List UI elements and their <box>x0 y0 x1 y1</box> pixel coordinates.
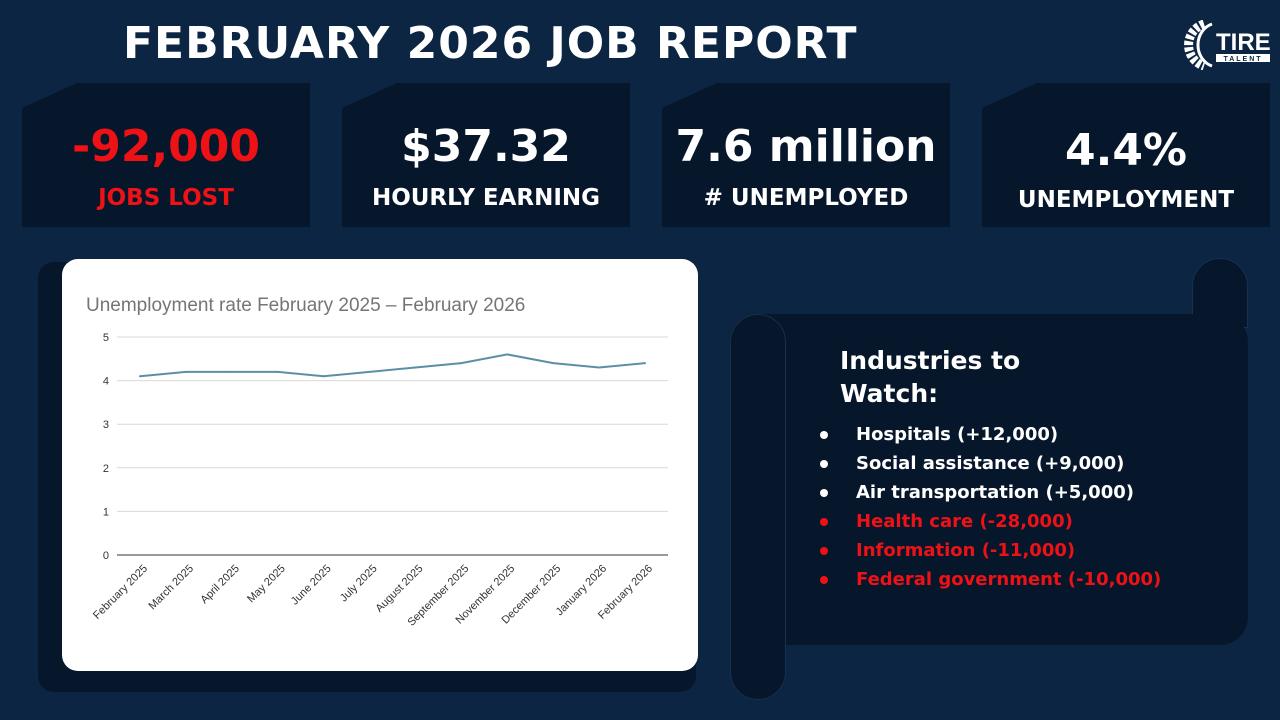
industry-item: Hospitals (+12,000) <box>818 420 1161 449</box>
y-tick-label: 2 <box>103 463 109 475</box>
data-point <box>460 362 463 365</box>
data-point <box>184 370 187 373</box>
page-title: FEBRUARY 2026 JOB REPORT <box>123 18 858 69</box>
chart-panel: Unemployment rate February 2025 – Februa… <box>62 259 698 671</box>
svg-text:TIRE: TIRE <box>1216 29 1271 56</box>
scroll-left-roll <box>730 314 786 700</box>
data-point <box>414 366 417 369</box>
data-point <box>322 375 325 378</box>
bullet-icon <box>820 518 828 526</box>
industry-item: Information (-11,000) <box>818 536 1161 565</box>
x-tick-label: April 2025 <box>198 563 242 607</box>
y-tick-label: 1 <box>103 506 109 518</box>
industry-item: Health care (-28,000) <box>818 507 1161 536</box>
data-point <box>644 362 646 365</box>
stat-value: 4.4% <box>1064 125 1188 176</box>
bullet-icon <box>820 547 828 555</box>
data-point <box>598 366 601 369</box>
bullet-icon <box>820 576 828 584</box>
stat-card-earnings: $37.32 HOURLY EARNING <box>342 83 630 227</box>
y-tick-label: 5 <box>103 332 109 344</box>
y-tick-label: 0 <box>103 550 109 562</box>
series-line <box>139 353 646 378</box>
industry-text: Air transportation (+5,000) <box>856 482 1134 503</box>
bullet-icon <box>820 460 828 468</box>
industry-text: Information (-11,000) <box>856 540 1076 561</box>
data-point <box>552 362 555 365</box>
stat-card-jobs: -92,000 JOBS LOST <box>22 83 310 227</box>
bullet-icon <box>820 431 828 439</box>
y-tick-label: 3 <box>103 419 109 431</box>
industry-item: Federal government (-10,000) <box>818 565 1161 594</box>
data-point <box>368 370 371 373</box>
industry-item: Air transportation (+5,000) <box>818 478 1161 507</box>
industry-text: Federal government (-10,000) <box>856 569 1162 590</box>
industry-text: Health care (-28,000) <box>856 511 1073 532</box>
stat-value: $37.32 <box>401 121 571 172</box>
stat-label: JOBS LOST <box>98 185 234 211</box>
data-point <box>139 375 141 378</box>
industries-panel <box>730 314 1248 645</box>
industries-title: Industries to Watch: <box>840 346 1021 408</box>
industries-list: Hospitals (+12,000) Social assistance (+9… <box>818 420 1161 594</box>
tire-talent-logo: TIRE TALENT <box>1184 20 1271 70</box>
unemployment-line-chart: Unemployment rate February 2025 – Februa… <box>86 295 668 629</box>
data-point <box>506 353 509 356</box>
stat-value: 7.6 million <box>675 121 937 172</box>
stat-label: # UNEMPLOYED <box>703 185 909 211</box>
stat-label: HOURLY EARNING <box>371 185 601 211</box>
stat-label: UNEMPLOYMENT <box>1017 187 1235 213</box>
industry-item: Social assistance (+9,000) <box>818 449 1161 478</box>
stat-card-rate: 4.4% UNEMPLOYMENT <box>982 83 1270 227</box>
x-tick-label: July 2025 <box>338 563 380 605</box>
stat-card-unemployed: 7.6 million # UNEMPLOYED <box>662 83 950 227</box>
industry-text: Hospitals (+12,000) <box>856 424 1059 445</box>
x-tick-label: June 2025 <box>289 563 334 608</box>
y-tick-label: 4 <box>103 376 109 388</box>
chart-title: Unemployment rate February 2025 – Februa… <box>86 295 525 316</box>
x-tick-label: February 2025 <box>91 563 150 622</box>
svg-text:TALENT: TALENT <box>1223 56 1262 63</box>
data-point <box>230 370 233 373</box>
bullet-icon <box>820 489 828 497</box>
x-tick-label: May 2025 <box>245 563 288 606</box>
stat-value: -92,000 <box>71 121 261 172</box>
industry-text: Social assistance (+9,000) <box>856 453 1125 474</box>
x-tick-label: March 2025 <box>146 563 196 613</box>
data-point <box>276 370 279 373</box>
